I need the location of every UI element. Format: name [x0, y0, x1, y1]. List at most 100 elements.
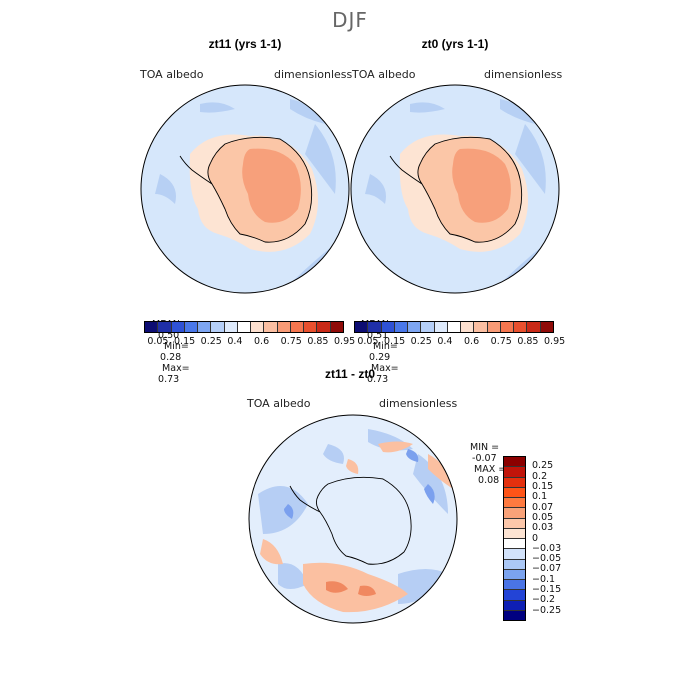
min-label: Min=: [164, 341, 189, 352]
colorbar-panel2: [354, 321, 554, 333]
colorbar-tick-label: 0.25: [532, 460, 554, 472]
colorbar-diff-ticks: 0.25 0.2 0.15 0.1 0.07 0.05 0.03 0 −0.03 −0.05 −0.…: [532, 456, 602, 621]
colorbar-tick-label: −0.07: [532, 563, 562, 575]
diff-max-value: 0.08: [478, 475, 500, 486]
colorbar-swatch: [198, 322, 212, 332]
min-label: Min=: [373, 341, 398, 352]
colorbar-tick-label: −0.15: [532, 584, 562, 596]
diff-panel-title: zt11 - zt0: [324, 367, 375, 381]
colorbar-swatch: [474, 322, 488, 332]
colorbar-tick-label: −0.2: [532, 594, 556, 606]
colorbar-swatch: [504, 610, 525, 620]
colorbar-swatch: [408, 322, 422, 332]
colorbar-panel2-ticks: 0.05 0.15 0.25 0.4 0.6 0.75 0.85 0.95: [354, 336, 565, 348]
colorbar-swatch: [290, 322, 305, 332]
colorbar-swatch: [504, 498, 525, 509]
figure-title: DJF: [332, 8, 368, 32]
diff-min-value: -0.07: [472, 453, 497, 464]
colorbar-tick-label: 0.2: [532, 470, 548, 482]
mean-value: 0.50: [158, 330, 180, 341]
panel2-units: dimensionless: [484, 68, 563, 81]
colorbar-swatch: [355, 322, 369, 332]
colorbar-swatch: [504, 487, 525, 498]
colorbar-swatch: [504, 539, 525, 550]
colorbar-tick-label: −0.05: [532, 553, 562, 565]
colorbar-tick-label: 0.4: [437, 336, 453, 347]
max-value: 0.73: [158, 374, 180, 385]
colorbar-swatch: [504, 457, 525, 468]
colorbar-tick-label: 0.95: [544, 336, 566, 347]
colorbar-tick-label: 0.6: [254, 336, 270, 347]
colorbar-swatch: [171, 322, 185, 332]
max-label: Max=: [371, 363, 399, 374]
colorbar-tick-label: −0.03: [532, 542, 562, 554]
panel1-units: dimensionless: [274, 68, 353, 81]
colorbar-swatch: [330, 322, 343, 332]
colorbar-tick-label: 0.05: [532, 511, 554, 523]
diff-panel-variable: TOA albedo: [247, 397, 311, 410]
colorbar-tick-label: 0.6: [464, 336, 480, 347]
diff-map: [248, 414, 458, 624]
panel1-variable: TOA albedo: [140, 68, 204, 81]
colorbar-swatch: [317, 322, 331, 332]
colorbar-tick-label: 0.1: [532, 491, 548, 503]
colorbar-tick-label: −0.1: [532, 573, 556, 585]
colorbar-swatch: [504, 590, 525, 601]
colorbar-swatch: [514, 322, 528, 332]
colorbar-swatch: [224, 322, 238, 332]
panel2-map: [350, 84, 560, 294]
colorbar-swatch: [211, 322, 225, 332]
panel2-variable: TOA albedo: [352, 68, 416, 81]
panel1-title: zt11 (yrs 1-1): [208, 37, 282, 51]
colorbar-swatch: [368, 322, 382, 332]
min-value: 0.29: [369, 352, 391, 363]
mean-value: 0.51: [367, 330, 389, 341]
colorbar-swatch: [504, 467, 525, 478]
colorbar-tick-label: 0.05: [147, 336, 169, 347]
colorbar-swatch: [527, 322, 541, 332]
colorbar-swatch: [264, 322, 278, 332]
colorbar-swatch: [504, 569, 525, 580]
colorbar-swatch: [504, 549, 525, 560]
colorbar-swatch: [504, 600, 525, 611]
colorbar-swatch: [304, 322, 318, 332]
min-value: 0.28: [160, 352, 182, 363]
colorbar-swatch: [421, 322, 435, 332]
colorbar-swatch: [434, 322, 448, 332]
colorbar-swatch: [504, 528, 525, 539]
colorbar-swatch: [504, 518, 525, 529]
colorbar-swatch: [504, 559, 525, 570]
diff-max-label: MAX =: [474, 464, 507, 475]
colorbar-swatch: [381, 322, 395, 332]
panel2-title: zt0 (yrs 1-1): [421, 37, 489, 51]
colorbar-swatch: [504, 580, 525, 591]
colorbar-tick-label: 0.05: [357, 336, 379, 347]
colorbar-swatch: [540, 322, 553, 332]
colorbar-swatch: [461, 322, 475, 332]
colorbar-swatch: [394, 322, 409, 332]
colorbar-tick-label: 0.75: [280, 336, 302, 347]
colorbar-swatch: [237, 322, 252, 332]
colorbar-tick-label: −0.25: [532, 604, 562, 616]
colorbar-swatch: [504, 477, 525, 488]
colorbar-tick-label: 0.03: [532, 522, 554, 534]
diff-panel-units: dimensionless: [379, 397, 458, 410]
panel1-map: [140, 84, 350, 294]
colorbar-tick-label: 0.15: [174, 336, 196, 347]
colorbar-tick-label: 0.75: [490, 336, 512, 347]
colorbar-swatch: [447, 322, 462, 332]
colorbar-tick-label: 0.25: [200, 336, 222, 347]
colorbar-swatch: [500, 322, 515, 332]
colorbar-tick-label: 0.4: [227, 336, 243, 347]
colorbar-swatch: [277, 322, 291, 332]
colorbar-tick-label: 0.15: [532, 480, 554, 492]
colorbar-swatch: [487, 322, 501, 332]
colorbar-tick-label: 0.95: [334, 336, 356, 347]
colorbar-tick-label: 0: [532, 532, 539, 544]
colorbar-swatch: [184, 322, 199, 332]
colorbar-diff: [503, 456, 526, 621]
colorbar-swatch: [158, 322, 172, 332]
colorbar-panel1-ticks: 0.05 0.15 0.25 0.4 0.6 0.75 0.85 0.95: [144, 336, 355, 348]
diff-min-label: MIN =: [470, 442, 500, 453]
max-label: Max=: [162, 363, 190, 374]
